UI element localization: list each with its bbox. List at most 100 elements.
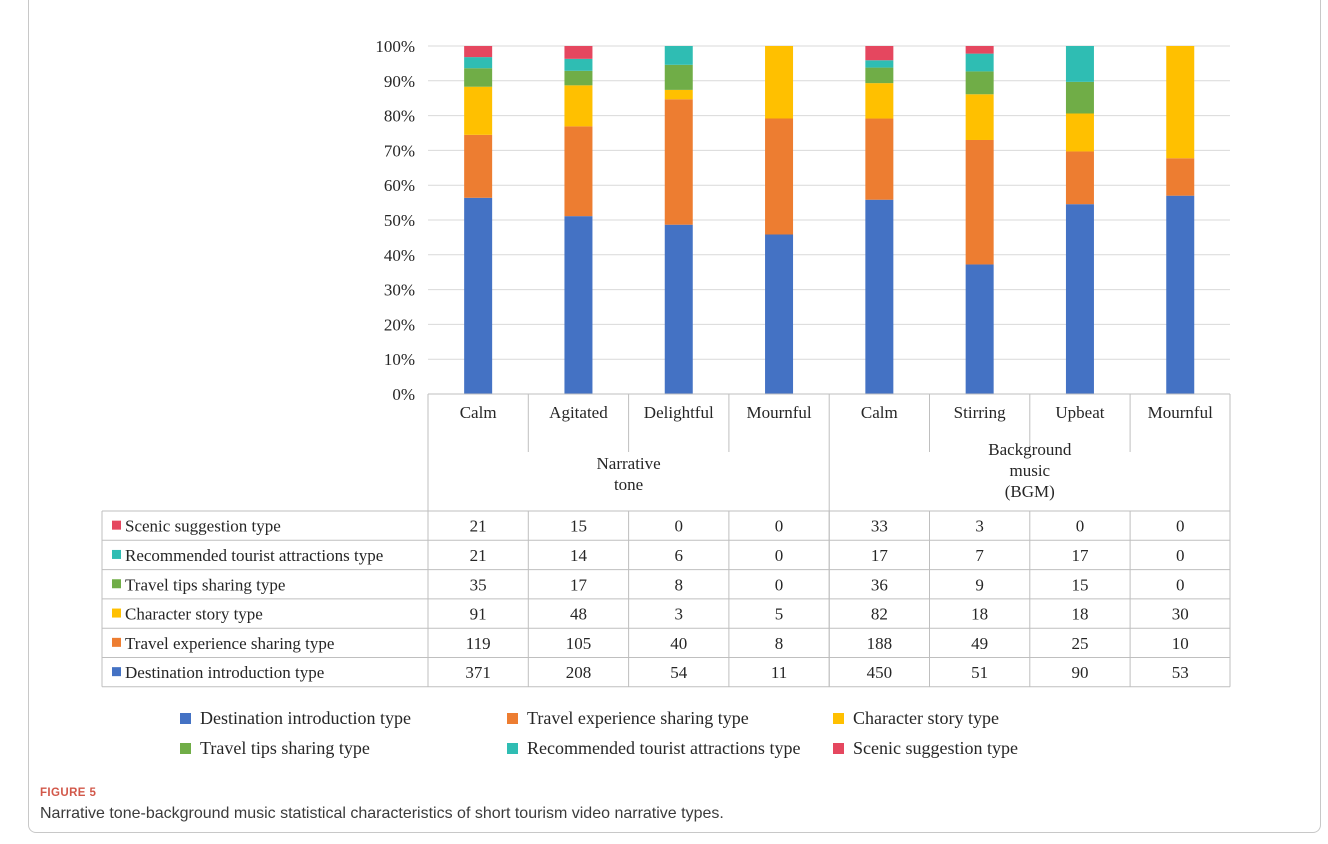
group-label-line: Background: [988, 440, 1072, 459]
row-label: Travel experience sharing type: [125, 634, 334, 653]
bar-segment: [1065, 151, 1094, 205]
legend-key: [507, 713, 518, 724]
table-cell: 0: [775, 546, 784, 565]
row-label: Recommended tourist attractions type: [125, 546, 383, 565]
y-tick-label: 100%: [375, 37, 415, 56]
bar-segment: [1065, 81, 1094, 114]
y-tick-label: 60%: [384, 176, 415, 195]
bar-segment: [464, 46, 493, 58]
legend-label: Travel tips sharing type: [200, 738, 370, 758]
table-cell: 0: [1176, 517, 1185, 536]
bar-segment: [865, 60, 894, 68]
y-tick-label: 10%: [384, 350, 415, 369]
table-cell: 3: [675, 605, 684, 624]
bar-segment: [464, 197, 493, 394]
bar-segment: [865, 46, 894, 61]
table-cell: 18: [1071, 605, 1088, 624]
bar-segment: [564, 70, 593, 86]
bar-segment: [965, 139, 994, 265]
table-cell: 0: [675, 517, 684, 536]
table-cell: 17: [871, 546, 889, 565]
table-cell: 82: [871, 605, 888, 624]
figure-frame: [28, 0, 1321, 833]
table-cell: 8: [775, 634, 784, 653]
bar-segment: [664, 46, 693, 65]
category-label: Delightful: [644, 403, 714, 422]
row-legend-key: [112, 520, 121, 530]
bar-segment: [965, 53, 994, 72]
table-cell: 371: [465, 663, 491, 682]
row-legend-key: [112, 549, 121, 559]
legend-key: [180, 743, 191, 754]
legend-key: [833, 743, 844, 754]
table-cell: 18: [971, 605, 988, 624]
bar-segment: [1166, 46, 1195, 159]
table-cell: 17: [570, 575, 588, 594]
table-cell: 90: [1071, 663, 1088, 682]
bar-segment: [965, 264, 994, 394]
table-cell: 0: [1176, 546, 1185, 565]
table-cell: 36: [871, 575, 888, 594]
table-cell: 48: [570, 605, 587, 624]
bar-segment: [865, 118, 894, 200]
table-cell: 3: [975, 517, 984, 536]
table-cell: 40: [670, 634, 687, 653]
table-cell: 6: [675, 546, 684, 565]
legend-label: Scenic suggestion type: [853, 738, 1018, 758]
table-cell: 0: [1176, 575, 1185, 594]
data-table: Calm Agitated Delightful Mournful Calm Stirri…: [101, 393, 1231, 688]
table-cell: 5: [775, 605, 784, 624]
y-tick-label: 90%: [384, 72, 415, 91]
category-label: Upbeat: [1055, 403, 1104, 422]
table-cell: 33: [871, 517, 888, 536]
y-tick-label: 0%: [392, 385, 415, 404]
group-label-line: (BGM): [1005, 482, 1055, 501]
stacked-bar-chart: 0% 10% 20% 30% 40% 50% 60% 70% 80% 90% 100% Calm Ag…: [101, 37, 1231, 758]
group-label-line: music: [1009, 461, 1050, 480]
table-cell: 0: [1076, 517, 1085, 536]
y-axis-ticks: 0% 10% 20% 30% 40% 50% 60% 70% 80% 90% 100%: [375, 37, 415, 404]
table-cell: 30: [1172, 605, 1189, 624]
table-cell: 105: [566, 634, 592, 653]
bars: [464, 46, 1195, 394]
gridlines: [428, 45, 1230, 360]
legend-label: Character story type: [853, 708, 999, 728]
bar-segment: [965, 71, 994, 95]
table-cell: 188: [867, 634, 893, 653]
legend-key: [833, 713, 844, 724]
bar-segment: [464, 134, 493, 198]
category-label: Mournful: [1148, 403, 1213, 422]
table-cell: 49: [971, 634, 988, 653]
bar-segment: [664, 99, 693, 225]
y-tick-label: 70%: [384, 141, 415, 160]
bar-segment: [765, 234, 794, 394]
bar-segment: [965, 94, 994, 140]
row-label: Destination introduction type: [125, 663, 324, 682]
bar-segment: [664, 64, 693, 90]
legend-label: Recommended tourist attractions type: [527, 738, 800, 758]
bar-segment: [464, 86, 493, 135]
table-cell: 21: [470, 517, 487, 536]
table-cell: 7: [975, 546, 984, 565]
category-label: Mournful: [746, 403, 811, 422]
category-label: Stirring: [954, 403, 1006, 422]
table-cell: 54: [670, 663, 688, 682]
figure-caption: Narrative tone-background music statisti…: [40, 805, 724, 822]
bar-segment: [664, 89, 693, 100]
y-tick-label: 40%: [384, 246, 415, 265]
legend-label: Travel experience sharing type: [527, 708, 749, 728]
bar-segment: [1166, 158, 1195, 196]
table-cell: 10: [1172, 634, 1189, 653]
table-cell: 0: [775, 517, 784, 536]
bar-segment: [865, 199, 894, 394]
category-label: Calm: [460, 403, 497, 422]
group-label: Narrative tone: [597, 454, 661, 494]
table-cell: 35: [470, 575, 487, 594]
table-cell: 8: [675, 575, 684, 594]
bar-segment: [564, 85, 593, 127]
row-label: Character story type: [125, 605, 263, 624]
row-label: Scenic suggestion type: [125, 517, 281, 536]
row-legend-key: [112, 579, 121, 589]
bar-segment: [765, 118, 794, 235]
table-cell: 14: [570, 546, 588, 565]
